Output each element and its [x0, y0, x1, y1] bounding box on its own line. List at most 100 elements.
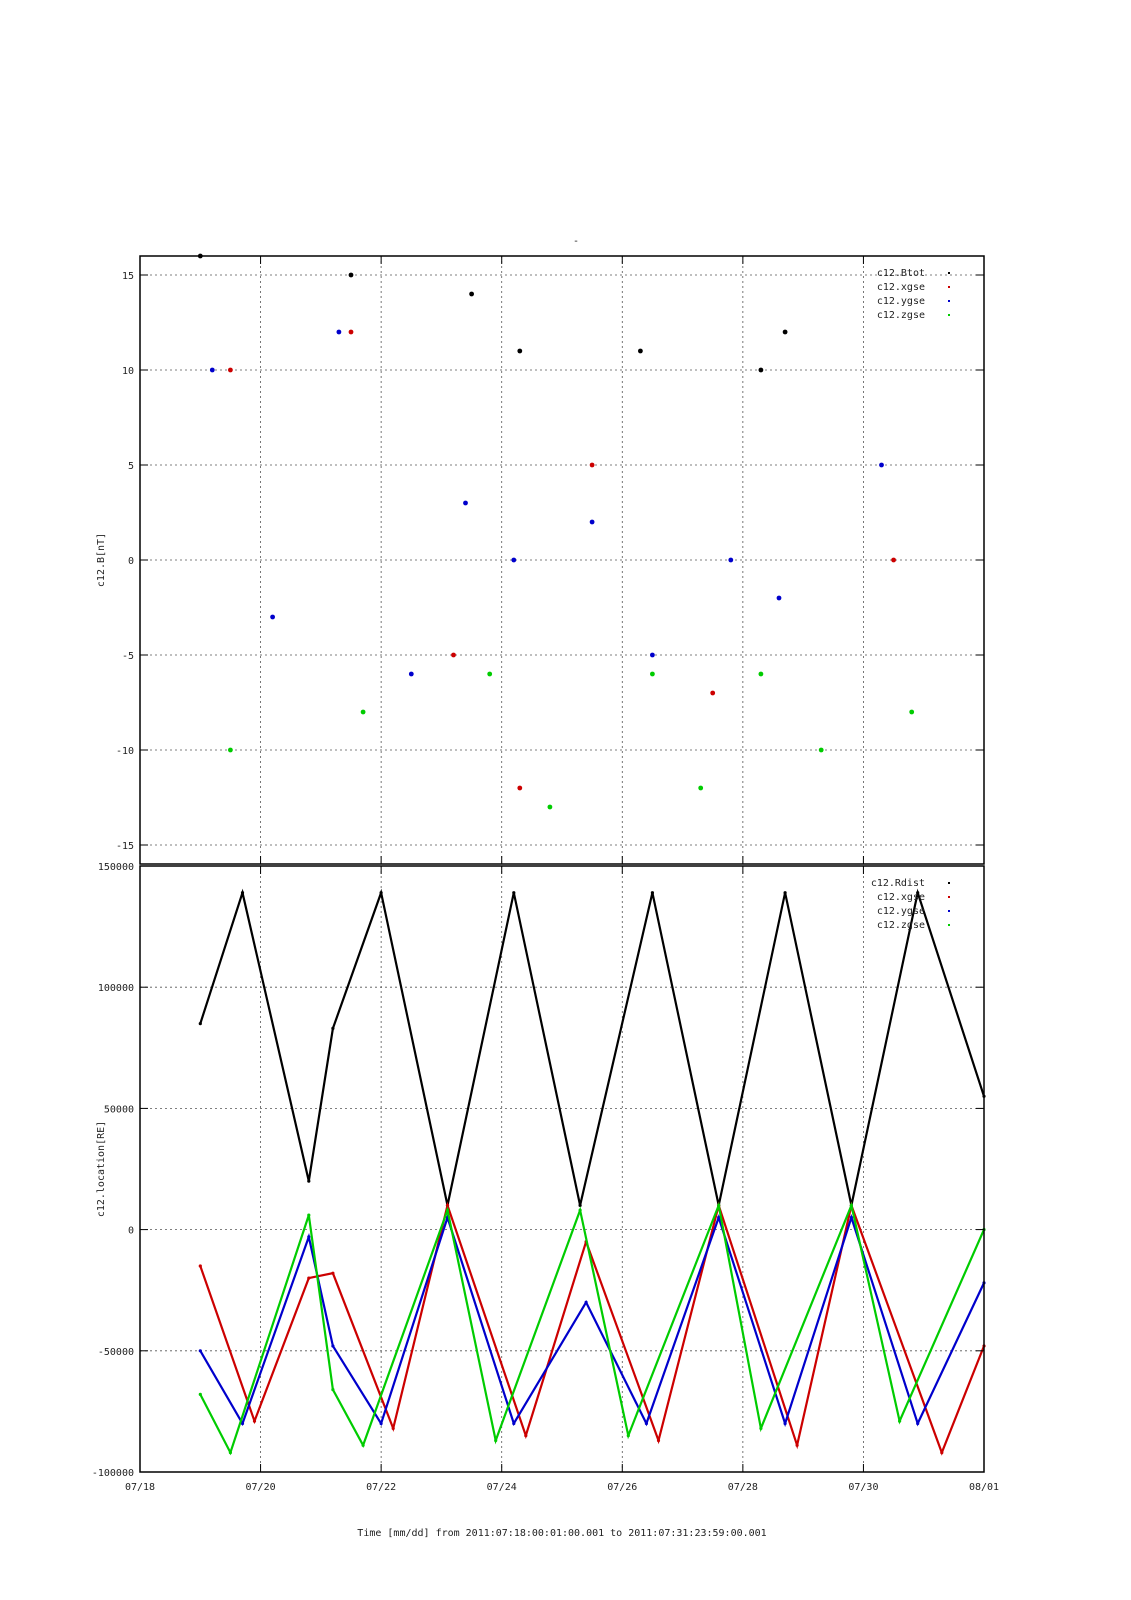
- y-tick-label: -5: [122, 651, 134, 662]
- data-point-c12.Btot: [348, 272, 354, 278]
- data-point-c12.ygse: [916, 1421, 920, 1426]
- data-point-c12.Rdist: [578, 1203, 582, 1207]
- data-point-c12.xgse: [891, 557, 896, 563]
- legend-marker: [948, 910, 950, 912]
- legend-label: c12.Btot: [877, 268, 925, 279]
- legend-marker: [948, 272, 950, 274]
- location-y-axis-label: c12.location[RE]: [96, 1121, 107, 1217]
- data-point-c12.Rdist: [198, 1022, 202, 1026]
- data-point-c12.ygse: [717, 1215, 721, 1220]
- data-point-c12.zgse: [698, 785, 704, 791]
- x-tick-label: 07/18: [125, 1482, 155, 1493]
- data-point-c12.zgse: [228, 747, 233, 753]
- magnetic-field-data: [197, 253, 915, 810]
- magnetic-field-y-axis-label: c12.B[nT]: [96, 533, 107, 587]
- y-tick-label: -10: [116, 746, 134, 757]
- data-point-c12.zgse: [198, 1392, 202, 1396]
- y-tick-label: 15: [122, 271, 134, 282]
- x-tick-label: 07/22: [366, 1482, 396, 1493]
- data-point-c12.ygse: [331, 1344, 335, 1348]
- legend-label: c12.ygse: [877, 296, 925, 307]
- legend-marker: [948, 924, 950, 926]
- data-point-c12.Btot: [517, 348, 523, 354]
- legend-label: c12.zgse: [877, 920, 925, 931]
- data-point-c12.ygse: [728, 557, 734, 563]
- data-point-c12.xgse: [228, 367, 233, 373]
- data-point-c12.ygse: [776, 595, 782, 601]
- data-point-c12.zgse: [445, 1208, 450, 1212]
- data-point-c12.ygse: [209, 367, 215, 373]
- top-mark: -: [573, 236, 579, 247]
- data-point-c12.xgse: [524, 1434, 528, 1438]
- location-legend: c12.Rdist c12.xgse c12.ygse c12.zgse: [871, 878, 950, 931]
- data-point-c12.xgse: [517, 785, 523, 791]
- data-point-c12.Rdist: [240, 891, 245, 895]
- y-tick-label: 0: [128, 1226, 134, 1237]
- data-point-c12.ygse: [512, 1421, 516, 1426]
- magnetic-field-legend: c12.Btot c12.xgse c12.ygse c12.zgse: [877, 268, 950, 321]
- legend-label: c12.xgse: [877, 892, 925, 903]
- data-point-c12.xgse: [391, 1426, 395, 1430]
- data-point-c12.Btot: [758, 367, 764, 373]
- location-frame: [139, 865, 985, 1473]
- time-axis-ticks: 07/18 07/20 07/22 07/24 07/26 07/28 07/30 08/01: [125, 256, 999, 1493]
- data-point-c12.zgse: [487, 671, 493, 677]
- y-tick-label: 10: [122, 366, 134, 377]
- data-point-c12.ygse: [336, 329, 342, 335]
- legend-marker: [948, 882, 950, 884]
- magnetic-field-panel: -15 -10 -5 0 5 10 15 c12.B[nT] c12.Btot c12.xgs…: [96, 253, 985, 865]
- data-point-c12.zgse: [717, 1203, 721, 1207]
- y-tick-label: 100000: [98, 983, 134, 994]
- series-line-c12.Rdist: [199, 888, 986, 1206]
- data-point-c12.Btot: [638, 348, 643, 354]
- magnetic-field-grid: [140, 256, 984, 864]
- data-point-c12.xgse: [451, 652, 456, 658]
- y-tick-label: 0: [128, 556, 134, 567]
- data-point-c12.zgse: [758, 671, 764, 677]
- data-point-c12.ygse: [644, 1421, 649, 1426]
- data-point-c12.xgse: [589, 462, 595, 468]
- data-point-c12.zgse: [626, 1434, 630, 1438]
- data-point-c12.zgse: [650, 671, 655, 677]
- legend-marker: [948, 314, 950, 316]
- data-point-c12.ygse: [463, 500, 468, 506]
- location-data: [198, 888, 986, 1456]
- data-point-c12.ygse: [408, 671, 414, 677]
- data-point-c12.Rdist: [331, 1026, 335, 1030]
- data-point-c12.zgse: [759, 1426, 763, 1430]
- y-tick-label: -15: [116, 841, 134, 852]
- data-point-c12.zgse: [360, 709, 366, 715]
- series-line-c12.ygse: [199, 1213, 985, 1428]
- x-tick-label: 08/01: [969, 1482, 999, 1493]
- location-panel: -100000 -50000 0 50000 100000 150000 c12.loca…: [92, 862, 986, 1479]
- data-point-c12.xgse: [940, 1451, 944, 1455]
- legend-label: c12.ygse: [877, 906, 925, 917]
- data-point-c12.zgse: [307, 1213, 311, 1217]
- x-tick-label: 07/20: [246, 1482, 276, 1493]
- data-point-c12.zgse: [818, 747, 824, 753]
- data-point-c12.ygse: [879, 462, 884, 468]
- y-tick-label: -50000: [98, 1347, 134, 1358]
- y-tick-label: 5: [128, 461, 134, 472]
- data-point-c12.zgse: [228, 1451, 232, 1455]
- data-point-c12.Rdist: [512, 891, 516, 895]
- data-point-c12.xgse: [710, 690, 716, 696]
- data-point-c12.ygse: [198, 1349, 202, 1353]
- data-point-c12.ygse: [650, 652, 655, 658]
- data-point-c12.zgse: [494, 1438, 498, 1443]
- y-tick-label: -100000: [92, 1468, 134, 1479]
- data-point-c12.ygse: [589, 519, 595, 525]
- data-point-c12.xgse: [307, 1276, 311, 1280]
- legend-marker: [948, 896, 950, 898]
- x-tick-label: 07/30: [848, 1482, 878, 1493]
- data-point-c12.ygse: [270, 614, 275, 620]
- data-point-c12.xgse: [252, 1419, 257, 1423]
- data-point-c12.ygse: [783, 1421, 787, 1426]
- y-tick-label: 50000: [104, 1104, 134, 1115]
- x-tick-label: 07/24: [487, 1482, 517, 1493]
- data-point-c12.xgse: [331, 1271, 335, 1275]
- data-point-c12.xgse: [795, 1443, 799, 1447]
- location-y-ticks: -100000 -50000 0 50000 100000 150000: [92, 862, 984, 1479]
- x-tick-label: 07/26: [607, 1482, 637, 1493]
